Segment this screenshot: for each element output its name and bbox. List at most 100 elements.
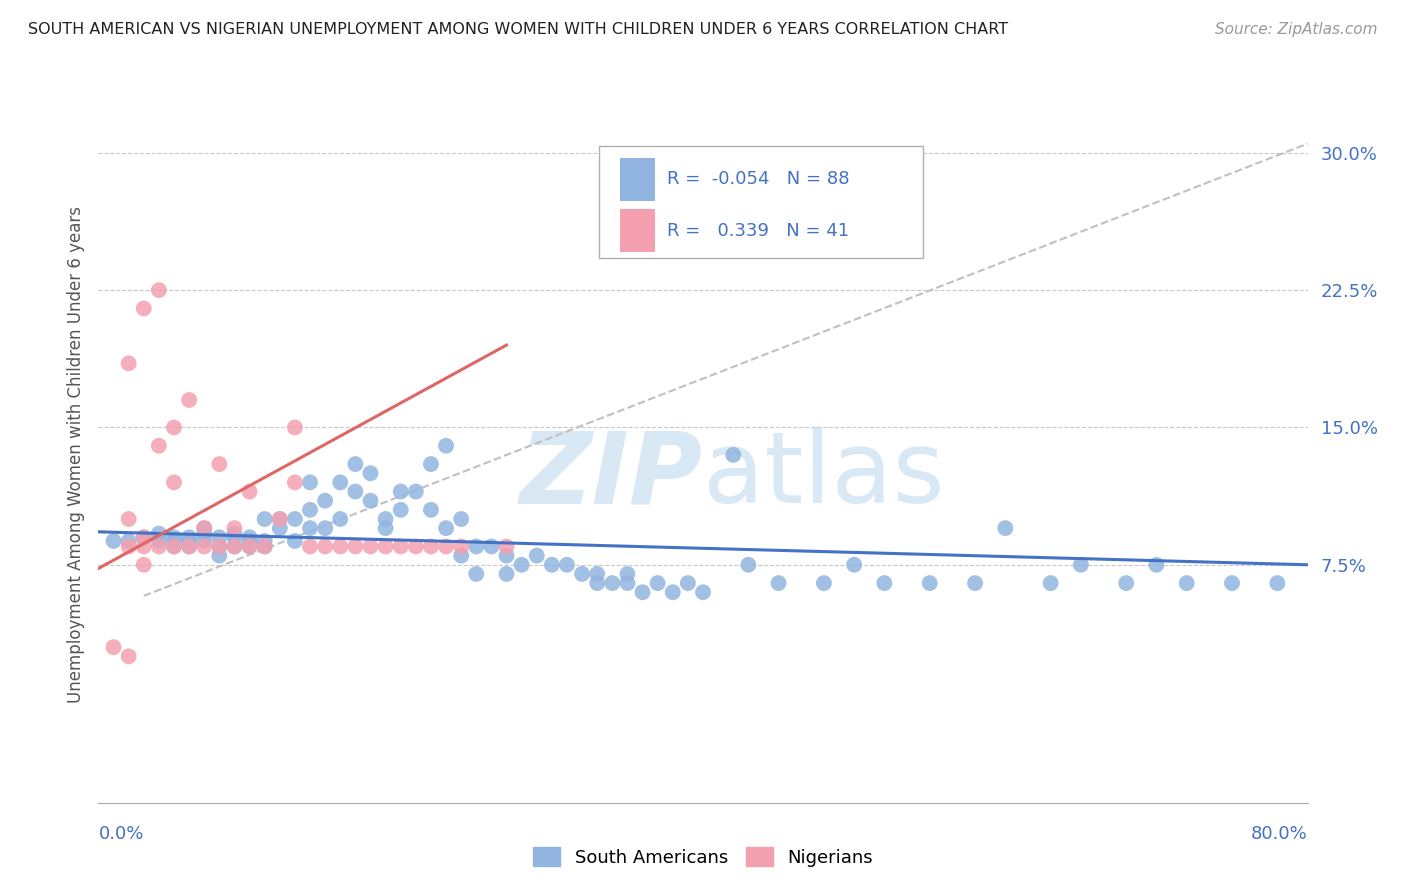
Point — [450, 540, 472, 554]
Point — [495, 540, 517, 554]
Point — [1265, 576, 1288, 591]
Point — [177, 530, 201, 544]
Point — [526, 549, 548, 563]
Point — [284, 475, 307, 490]
Point — [389, 540, 412, 554]
Point — [419, 540, 441, 554]
Point — [177, 392, 201, 407]
Point — [450, 549, 472, 563]
Point — [118, 512, 141, 526]
Point — [360, 467, 382, 481]
Point — [269, 512, 291, 526]
Point — [132, 558, 155, 572]
Point — [344, 540, 367, 554]
Point — [163, 475, 186, 490]
Point — [148, 533, 170, 548]
Text: R =   0.339   N = 41: R = 0.339 N = 41 — [666, 221, 849, 240]
Point — [118, 649, 141, 664]
Legend: South Americans, Nigerians: South Americans, Nigerians — [526, 840, 880, 874]
Point — [224, 540, 246, 554]
Point — [586, 576, 609, 591]
Point — [253, 540, 276, 554]
Point — [118, 540, 141, 554]
Y-axis label: Unemployment Among Women with Children Under 6 years: Unemployment Among Women with Children U… — [66, 206, 84, 704]
Point — [163, 540, 186, 554]
Point — [253, 512, 276, 526]
Point — [163, 530, 186, 544]
Point — [253, 540, 276, 554]
Point — [661, 585, 683, 599]
Point — [405, 540, 427, 554]
Point — [586, 566, 609, 581]
Point — [132, 530, 155, 544]
Text: 0.0%: 0.0% — [98, 825, 143, 843]
Point — [132, 530, 155, 544]
Point — [299, 540, 322, 554]
Point — [193, 533, 215, 548]
Point — [965, 576, 987, 591]
Point — [1039, 576, 1062, 591]
Point — [193, 521, 215, 535]
Point — [419, 457, 441, 471]
Text: R =  -0.054   N = 88: R = -0.054 N = 88 — [666, 170, 849, 188]
Point — [208, 457, 231, 471]
Point — [284, 512, 307, 526]
Point — [360, 493, 382, 508]
Point — [510, 558, 533, 572]
Point — [163, 533, 186, 548]
Point — [148, 439, 170, 453]
Point — [1175, 576, 1198, 591]
Point — [721, 448, 744, 462]
Point — [405, 484, 427, 499]
Point — [269, 512, 291, 526]
Point — [163, 540, 186, 554]
Point — [344, 484, 367, 499]
Point — [224, 530, 246, 544]
Point — [495, 549, 517, 563]
Point — [873, 576, 896, 591]
Point — [299, 475, 322, 490]
Point — [148, 540, 170, 554]
Point — [239, 530, 262, 544]
Text: SOUTH AMERICAN VS NIGERIAN UNEMPLOYMENT AMONG WOMEN WITH CHILDREN UNDER 6 YEARS : SOUTH AMERICAN VS NIGERIAN UNEMPLOYMENT … — [28, 22, 1008, 37]
Point — [118, 356, 141, 370]
Point — [434, 540, 457, 554]
Point — [374, 521, 396, 535]
Point — [647, 576, 669, 591]
Point — [374, 540, 396, 554]
Point — [177, 533, 201, 548]
Point — [616, 566, 638, 581]
Point — [208, 540, 231, 554]
Point — [284, 420, 307, 434]
Point — [103, 533, 125, 548]
Point — [918, 576, 941, 591]
Point — [1070, 558, 1092, 572]
Point — [103, 640, 125, 655]
Point — [389, 484, 412, 499]
Point — [844, 558, 866, 572]
Point — [239, 540, 262, 554]
Point — [495, 566, 517, 581]
Point — [571, 566, 593, 581]
Point — [239, 540, 262, 554]
Point — [148, 526, 170, 541]
Point — [314, 540, 336, 554]
Point — [118, 533, 141, 548]
Point — [344, 457, 367, 471]
Point — [676, 576, 699, 591]
Point — [224, 540, 246, 554]
Point — [329, 512, 352, 526]
Point — [465, 540, 488, 554]
Point — [314, 493, 336, 508]
Point — [132, 540, 155, 554]
Point — [616, 576, 638, 591]
Point — [193, 526, 215, 541]
Point — [208, 540, 231, 554]
Point — [540, 558, 562, 572]
Point — [434, 439, 457, 453]
Point — [284, 533, 307, 548]
Point — [419, 503, 441, 517]
Point — [208, 549, 231, 563]
Point — [631, 585, 654, 599]
Point — [177, 540, 201, 554]
